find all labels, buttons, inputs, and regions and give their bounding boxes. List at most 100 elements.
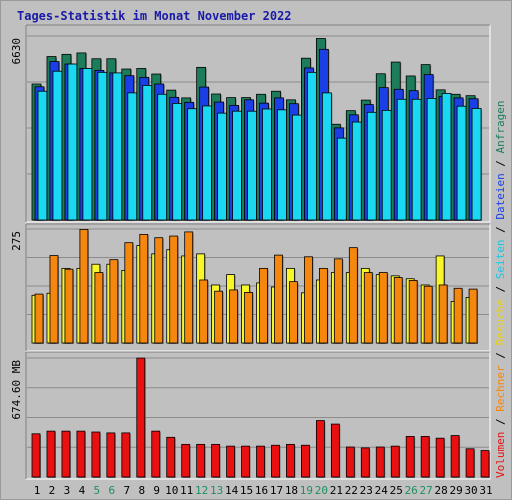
panel-top: 6630	[10, 24, 491, 223]
bar-rechner-day-13	[214, 290, 224, 344]
bar-seiten-day-23	[366, 111, 377, 221]
chart-title: Tages-Statistik im Monat November 2022	[17, 9, 292, 23]
legend-part: Anfragen	[494, 100, 507, 153]
bar-rechner-day-26	[408, 280, 418, 344]
x-tick-label: 20	[315, 484, 328, 497]
bar-volumen-day-3	[61, 430, 71, 478]
x-tick-label: 14	[225, 484, 239, 497]
bar-rechner-day-24	[378, 272, 388, 344]
x-tick-label: 27	[420, 484, 433, 497]
bar-volumen-day-1	[31, 433, 41, 478]
bar-seiten-day-10	[172, 103, 183, 221]
bar-seiten-day-3	[67, 63, 78, 221]
legend-part: /	[494, 279, 507, 299]
x-tick-label: 21	[330, 484, 343, 497]
bar-seiten-day-9	[157, 93, 168, 221]
bar-volumen-day-28	[435, 437, 445, 478]
bar-seiten-day-4	[82, 68, 93, 221]
bar-volumen-day-25	[390, 445, 400, 478]
bar-volumen-day-13	[211, 443, 221, 478]
bar-seiten-day-14	[232, 110, 242, 221]
x-tick-label: 15	[240, 484, 253, 497]
bar-rechner-day-10	[169, 235, 179, 344]
bar-seiten-day-19	[307, 71, 317, 221]
bar-volumen-day-15	[241, 445, 250, 478]
legend-part: Seiten	[494, 240, 507, 280]
x-tick-label: 9	[153, 484, 160, 497]
bar-seiten-day-5	[97, 71, 108, 221]
legend-part: Dateien	[494, 173, 507, 219]
bar-rechner-day-1	[34, 293, 44, 344]
legend-part: /	[494, 412, 507, 432]
bar-seiten-day-13	[217, 112, 228, 221]
bar-rechner-day-29	[453, 287, 463, 344]
bar-volumen-day-23	[360, 447, 370, 478]
bar-seiten-day-12	[202, 105, 213, 221]
bar-rechner-day-22	[348, 247, 358, 344]
bar-volumen-day-31	[480, 450, 490, 478]
legend-part: /	[494, 346, 507, 366]
bar-rechner-day-19	[304, 256, 313, 344]
bar-volumen-day-30	[465, 448, 475, 478]
bar-seiten-day-11	[187, 108, 198, 221]
bar-seiten-day-27	[426, 98, 437, 221]
bar-volumen-day-27	[420, 436, 430, 478]
y-axis-max-label: 6630	[10, 38, 23, 65]
x-tick-label: 7	[123, 484, 130, 497]
bar-seiten-day-16	[262, 108, 272, 221]
x-tick-label: 28	[435, 484, 448, 497]
x-tick-label: 18	[285, 484, 298, 497]
x-tick-label: 8	[138, 484, 145, 497]
x-tick-label: 3	[64, 484, 71, 497]
bar-rechner-day-18	[289, 281, 298, 344]
legend-part: Besuche	[494, 299, 507, 345]
bar-seiten-day-6	[112, 72, 123, 221]
x-tick-label: 25	[390, 484, 403, 497]
bar-seiten-day-1	[37, 90, 48, 221]
bar-volumen-day-7	[121, 432, 131, 478]
x-tick-label: 26	[405, 484, 418, 497]
x-tick-label: 19	[300, 484, 313, 497]
bar-rechner-day-15	[244, 292, 253, 344]
bar-rechner-day-30	[468, 288, 478, 344]
bar-seiten-day-15	[247, 110, 257, 221]
panel-middle: 275	[10, 223, 491, 352]
bar-volumen-day-8	[136, 357, 146, 478]
x-tick-label: 24	[375, 484, 389, 497]
x-tick-label: 1	[34, 484, 41, 497]
bar-volumen-day-24	[375, 446, 385, 478]
x-tick-label: 13	[210, 484, 223, 497]
bar-seiten-day-7	[127, 92, 138, 221]
bar-rechner-day-21	[333, 258, 343, 344]
bar-rechner-day-11	[184, 231, 194, 344]
bar-seiten-day-30	[471, 108, 482, 221]
bar-rechner-day-23	[363, 272, 373, 344]
bar-rechner-day-12	[199, 279, 209, 344]
bar-rechner-day-20	[318, 267, 328, 344]
bar-rechner-day-7	[124, 242, 134, 344]
x-tick-label: 29	[449, 484, 462, 497]
bar-rechner-day-16	[259, 267, 268, 344]
bar-seiten-day-20	[321, 92, 332, 221]
legend-part: Rechner	[494, 365, 507, 412]
bar-volumen-day-17	[271, 444, 280, 478]
bar-volumen-day-18	[286, 443, 295, 478]
panel-bottom: 674.60 MB	[10, 351, 491, 480]
bar-volumen-day-9	[151, 430, 161, 478]
bar-volumen-day-12	[196, 443, 206, 478]
bar-seiten-day-2	[52, 70, 63, 221]
bar-seiten-day-29	[456, 105, 467, 221]
bar-rechner-day-14	[229, 289, 238, 344]
legend: Volumen / Rechner / Besuche / Seiten / D…	[494, 100, 507, 478]
bar-volumen-day-21	[330, 423, 340, 478]
bar-volumen-day-14	[226, 445, 235, 478]
x-tick-label: 30	[464, 484, 477, 497]
bar-volumen-day-5	[91, 431, 101, 478]
x-tick-label: 17	[270, 484, 283, 497]
bar-seiten-day-28	[441, 93, 452, 221]
bar-volumen-day-22	[345, 446, 355, 478]
bar-rechner-day-4	[79, 229, 89, 344]
x-tick-label: 6	[109, 484, 116, 497]
